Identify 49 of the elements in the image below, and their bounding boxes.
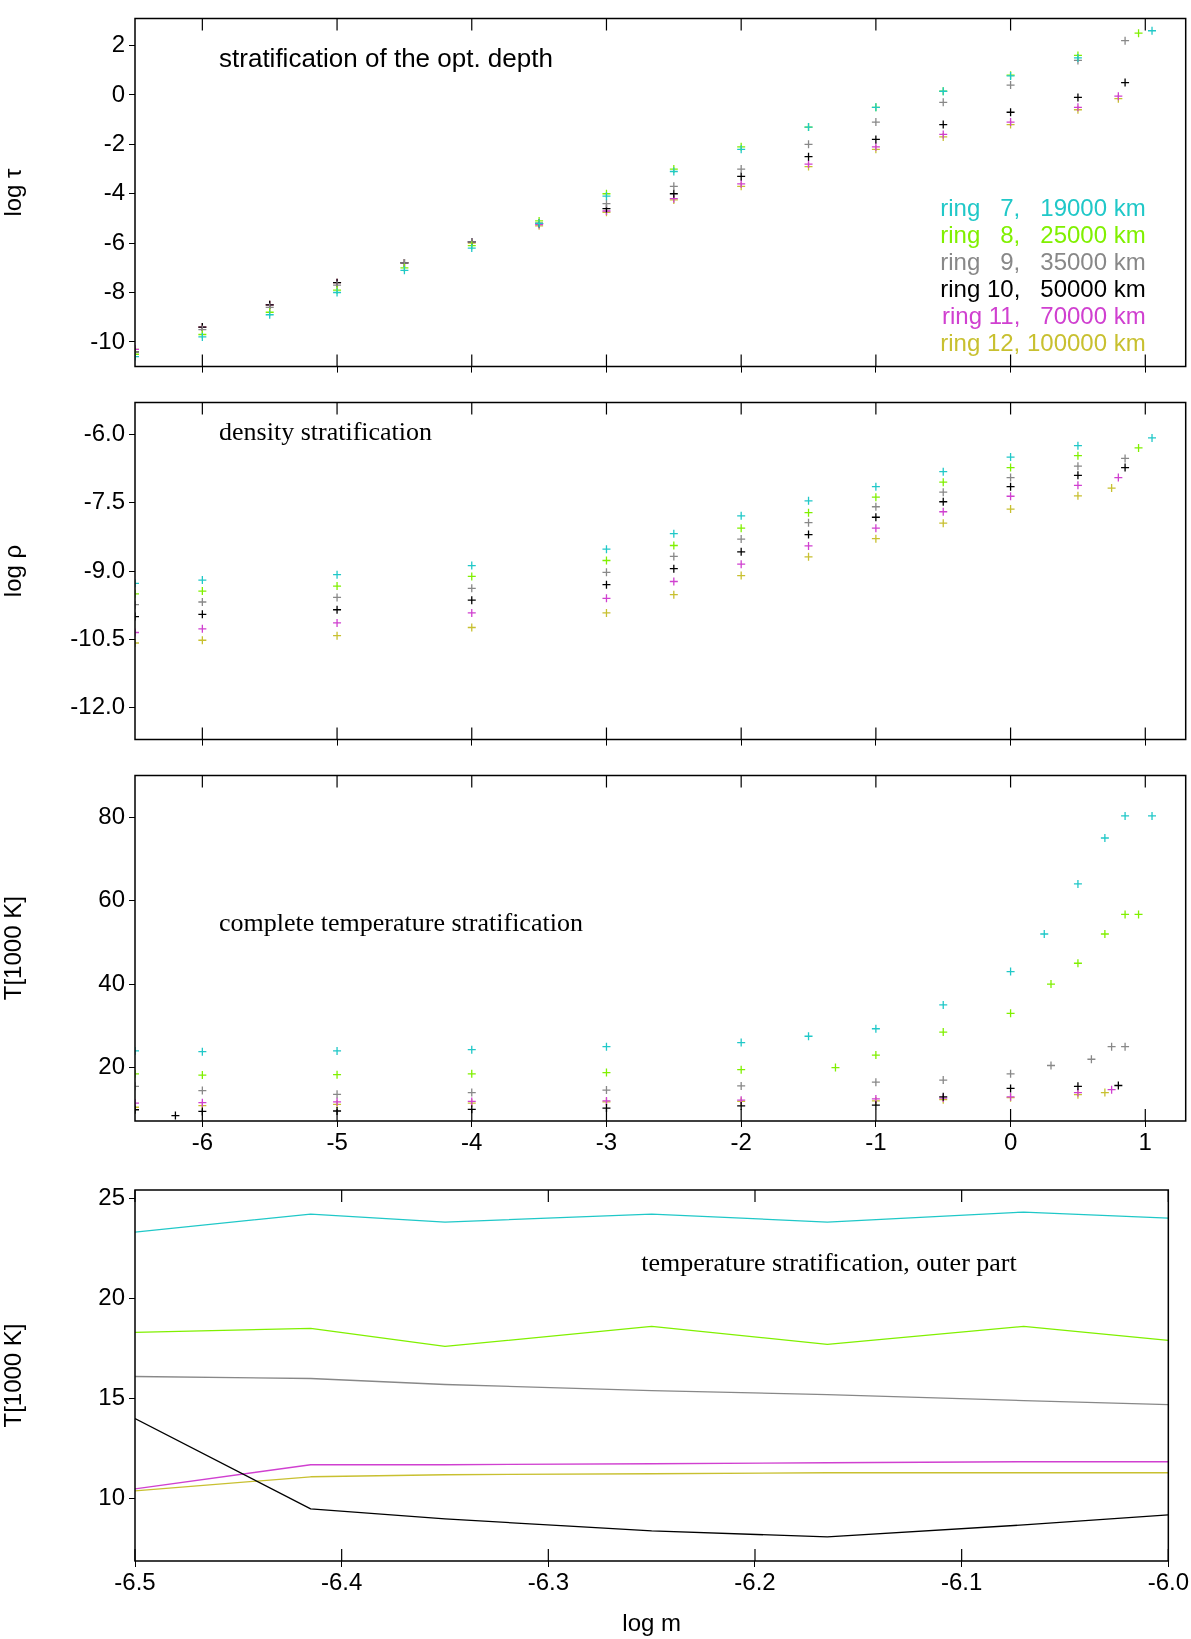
y-tick-label: 0 <box>111 79 125 107</box>
x-tick-label: -6.5 <box>114 1568 156 1596</box>
y-tick-label: -9.0 <box>83 555 125 583</box>
y-axis-title: T[1000 K] <box>0 896 27 1001</box>
x-tick-label: -6.0 <box>1147 1568 1189 1596</box>
text: ring 10, 50000 km <box>940 275 1146 303</box>
annotation: stratification of the opt. depth <box>219 43 553 74</box>
x-tick-label: -6.4 <box>320 1568 363 1596</box>
y-tick-label: 40 <box>98 968 125 996</box>
text: ring 11, 70000 km <box>942 302 1146 330</box>
y-tick-label: -10.5 <box>70 623 125 651</box>
y-axis-title: log ρ <box>0 544 27 598</box>
x-tick-label: -4 <box>461 1128 483 1156</box>
y-tick-label: -12.0 <box>70 692 125 720</box>
x-axis-title: log m <box>622 1609 681 1637</box>
x-tick-label: -3 <box>595 1128 618 1156</box>
text: ring 9, 35000 km <box>940 248 1146 276</box>
y-tick-label: -7.5 <box>83 487 125 515</box>
y-tick-label: -10 <box>90 326 125 354</box>
text: ring 8, 25000 km <box>940 221 1146 249</box>
y-tick-label: -6 <box>103 227 125 255</box>
y-axis-title: log τ <box>0 167 27 217</box>
y-tick-label: 25 <box>98 1182 125 1210</box>
y-tick-label: -8 <box>103 277 125 305</box>
y-tick-label: 20 <box>98 1282 125 1310</box>
x-tick-label: -1 <box>865 1128 887 1156</box>
y-tick-label: 80 <box>98 801 125 829</box>
x-tick-label: 1 <box>1138 1128 1152 1156</box>
annotation: density stratification <box>219 416 433 446</box>
y-tick-label: -2 <box>103 128 125 156</box>
x-tick-label: -6.3 <box>527 1568 570 1596</box>
text: ring 12, 100000 km <box>940 329 1146 357</box>
text: ring 7, 19000 km <box>940 194 1146 222</box>
y-axis-title: T[1000 K] <box>0 1323 27 1428</box>
y-tick-label: -6.0 <box>83 418 125 446</box>
y-tick-label: 20 <box>98 1052 125 1080</box>
x-tick-label: -6.1 <box>940 1568 983 1596</box>
x-tick-label: 0 <box>1003 1128 1018 1156</box>
y-tick-label: 2 <box>111 30 125 58</box>
x-tick-label: -6.2 <box>734 1568 776 1596</box>
y-tick-label: 60 <box>98 885 125 913</box>
y-tick-label: 15 <box>98 1383 125 1411</box>
annotation: temperature stratification, outer part <box>641 1248 1018 1278</box>
y-tick-label: 10 <box>98 1483 125 1511</box>
y-tick-label: -4 <box>103 178 125 206</box>
annotation: complete temperature stratification <box>219 907 583 937</box>
x-tick-label: -5 <box>326 1128 348 1156</box>
x-tick-label: -6 <box>191 1128 214 1156</box>
x-tick-label: -2 <box>730 1128 752 1156</box>
